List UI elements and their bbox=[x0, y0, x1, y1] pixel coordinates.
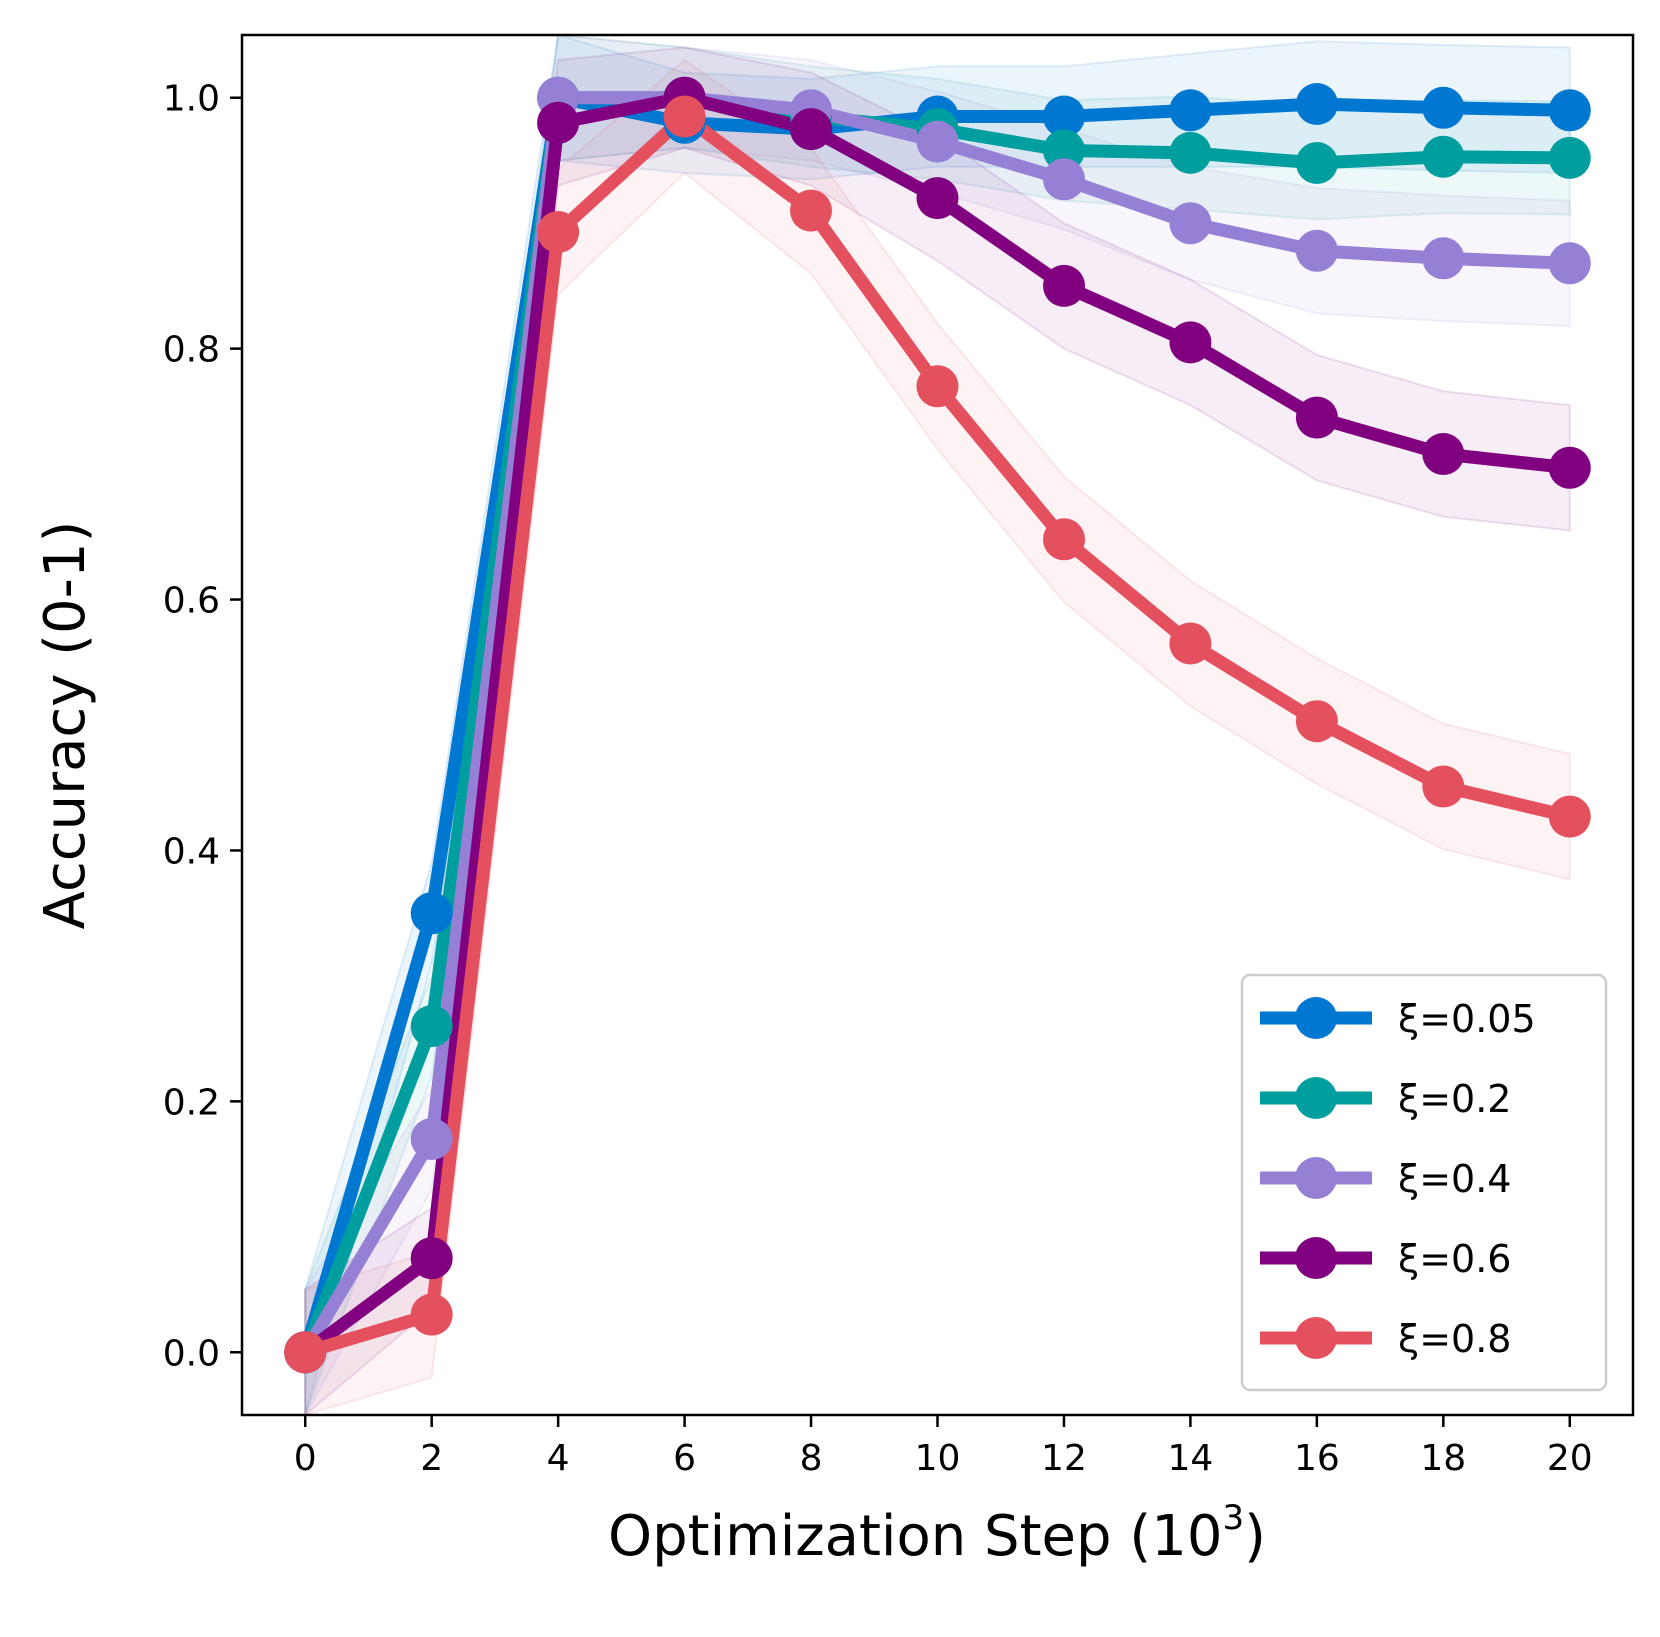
marker-series-3-point-9 bbox=[1422, 433, 1465, 475]
x-tick-label-8: 16 bbox=[1294, 1438, 1340, 1479]
y-tick-label-0: 0.0 bbox=[163, 1333, 220, 1374]
y-tick-label-2: 0.4 bbox=[163, 831, 220, 872]
marker-series-4-point-0 bbox=[284, 1331, 327, 1374]
marker-series-2-point-10 bbox=[1548, 242, 1591, 285]
marker-series-2-point-7 bbox=[1169, 202, 1212, 245]
marker-series-4-point-8 bbox=[1295, 700, 1338, 743]
marker-series-1-point-1 bbox=[410, 1005, 453, 1048]
marker-series-1-point-9 bbox=[1422, 135, 1465, 178]
legend-marker-2 bbox=[1295, 1157, 1337, 1199]
marker-series-3-point-5 bbox=[916, 177, 959, 220]
x-axis-ticks: 0 2 4 6 8 10 12 14 16 18 20 bbox=[294, 1415, 1593, 1479]
legend-marker-3 bbox=[1295, 1237, 1337, 1279]
legend-marker-0 bbox=[1295, 997, 1337, 1039]
marker-series-2-point-9 bbox=[1422, 237, 1465, 280]
legend-marker-4 bbox=[1295, 1317, 1337, 1359]
x-tick-label-10: 20 bbox=[1547, 1438, 1593, 1479]
marker-series-0-point-1 bbox=[410, 892, 453, 935]
marker-series-2-point-1 bbox=[410, 1118, 453, 1160]
legend-label-3: ξ=0.6 bbox=[1398, 1237, 1511, 1281]
y-axis-title: Accuracy (0-1) bbox=[33, 521, 98, 930]
marker-series-0-point-6 bbox=[1043, 95, 1085, 138]
marker-series-4-point-2 bbox=[537, 211, 580, 253]
marker-series-3-point-10 bbox=[1548, 446, 1591, 489]
marker-series-0-point-8 bbox=[1295, 83, 1338, 125]
legend-label-2: ξ=0.4 bbox=[1398, 1157, 1511, 1201]
legend-label-1: ξ=0.2 bbox=[1398, 1077, 1511, 1121]
x-tick-label-1: 2 bbox=[420, 1438, 443, 1479]
y-tick-label-3: 0.6 bbox=[163, 581, 220, 622]
marker-series-1-point-8 bbox=[1295, 142, 1338, 184]
x-tick-label-5: 10 bbox=[915, 1438, 961, 1479]
y-tick-label-4: 0.8 bbox=[163, 330, 220, 371]
legend: ξ=0.05 ξ=0.2 ξ=0.4 ξ=0.6 ξ=0.8 bbox=[1240, 973, 1608, 1392]
marker-series-3-point-6 bbox=[1043, 264, 1085, 307]
marker-series-3-point-7 bbox=[1169, 321, 1212, 364]
y-tick-label-5: 1.0 bbox=[163, 79, 220, 120]
x-axis-title-superscript: 3 bbox=[1222, 1498, 1244, 1538]
marker-series-4-point-1 bbox=[410, 1293, 453, 1336]
legend-label-0: ξ=0.05 bbox=[1398, 997, 1536, 1041]
marker-series-1-point-10 bbox=[1548, 136, 1591, 179]
marker-series-4-point-6 bbox=[1043, 518, 1085, 561]
marker-series-1-point-6 bbox=[1043, 129, 1085, 172]
y-axis-ticks: 0.0 0.2 0.4 0.6 0.8 1.0 bbox=[163, 79, 242, 1374]
x-tick-label-7: 14 bbox=[1168, 1438, 1214, 1479]
marker-series-1-point-7 bbox=[1169, 131, 1212, 174]
marker-series-4-point-3 bbox=[663, 95, 706, 138]
marker-series-2-point-5 bbox=[916, 120, 959, 163]
legend-label-4: ξ=0.8 bbox=[1398, 1317, 1511, 1361]
x-tick-label-0: 0 bbox=[294, 1438, 317, 1479]
marker-series-2-point-8 bbox=[1295, 229, 1338, 272]
x-tick-label-2: 4 bbox=[547, 1438, 570, 1479]
marker-series-2-point-6 bbox=[1043, 158, 1085, 201]
marker-series-0-point-10 bbox=[1548, 89, 1591, 132]
marker-series-4-point-9 bbox=[1422, 765, 1465, 808]
marker-series-4-point-5 bbox=[916, 365, 959, 408]
legend-entries: ξ=0.05 ξ=0.2 ξ=0.4 ξ=0.6 ξ=0.8 bbox=[1260, 997, 1536, 1361]
legend-marker-1 bbox=[1295, 1077, 1337, 1119]
marker-series-0-point-9 bbox=[1422, 86, 1465, 129]
x-tick-label-3: 6 bbox=[673, 1438, 696, 1479]
marker-series-3-point-2 bbox=[537, 101, 580, 144]
legend-box bbox=[1240, 973, 1608, 1392]
marker-series-3-point-4 bbox=[790, 108, 832, 151]
marker-series-4-point-4 bbox=[790, 189, 832, 232]
x-tick-label-4: 8 bbox=[800, 1438, 823, 1479]
x-tick-label-9: 18 bbox=[1420, 1438, 1466, 1479]
x-axis-title: Optimization Step (103) bbox=[608, 1498, 1266, 1569]
y-tick-label-1: 0.2 bbox=[163, 1082, 220, 1123]
marker-series-3-point-1 bbox=[410, 1237, 453, 1280]
marker-series-4-point-7 bbox=[1169, 622, 1212, 665]
marker-series-0-point-7 bbox=[1169, 89, 1212, 132]
series-markers bbox=[284, 76, 1591, 1374]
marker-series-3-point-8 bbox=[1295, 396, 1338, 439]
x-tick-label-6: 12 bbox=[1041, 1438, 1087, 1479]
marker-series-4-point-10 bbox=[1548, 795, 1591, 838]
